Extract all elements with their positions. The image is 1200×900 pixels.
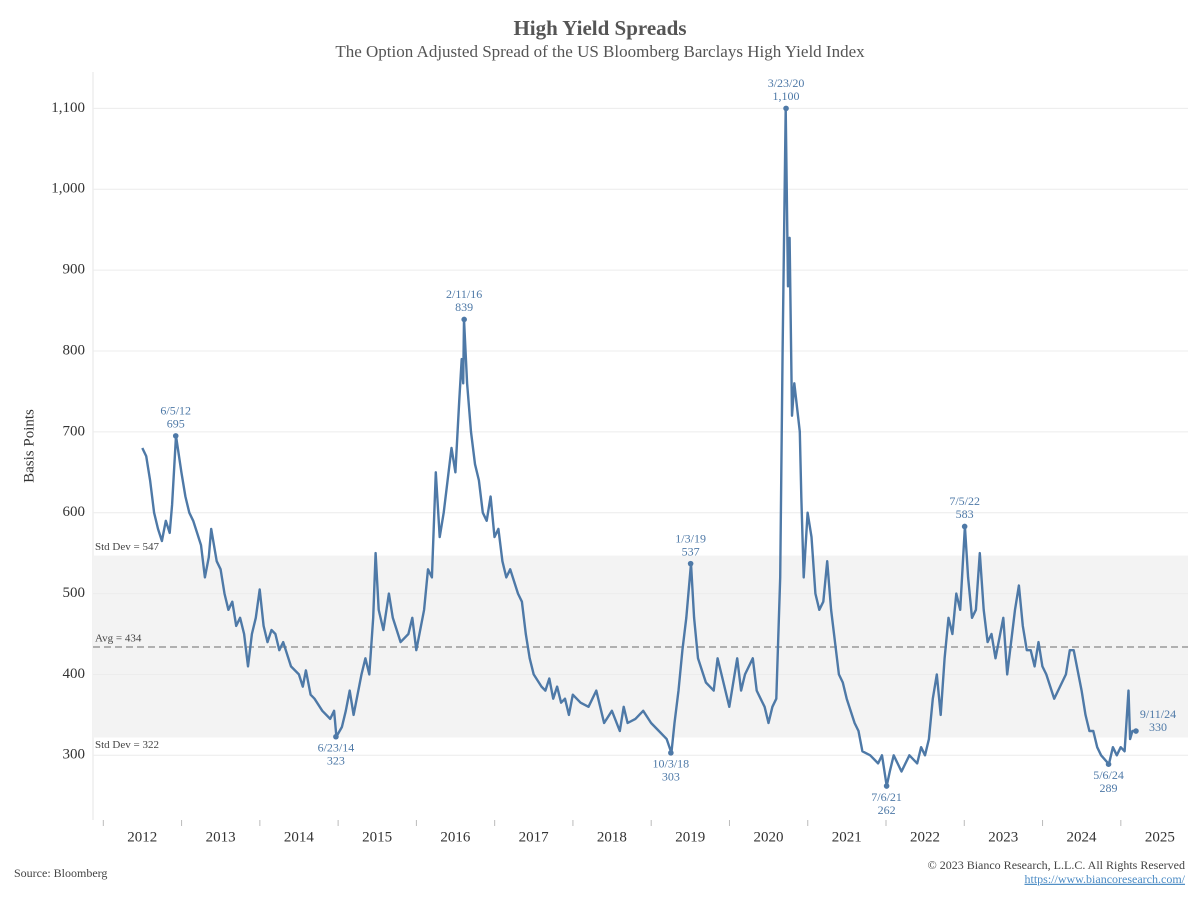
annotation-dot	[461, 316, 467, 323]
reference-label: Std Dev = 322	[95, 739, 159, 751]
x-tick-label: 2025	[1145, 829, 1175, 845]
annotation-value: 323	[327, 753, 345, 767]
y-axis-label: Basis Points	[21, 409, 37, 483]
annotation-dot	[333, 733, 339, 740]
annotation-date: 5/6/24	[1093, 768, 1124, 782]
source: Source: Bloomberg	[14, 866, 107, 880]
y-tick-label: 800	[63, 342, 86, 358]
x-tick-label: 2022	[910, 829, 940, 845]
annotation-date: 7/5/22	[949, 494, 980, 508]
annotation-date: 3/23/20	[768, 76, 805, 90]
website-link[interactable]: https://www.biancoresearch.com/	[1024, 872, 1185, 886]
x-tick-label: 2019	[675, 829, 705, 845]
annotation-value: 262	[878, 803, 896, 817]
annotation-dot	[172, 433, 179, 439]
x-tick-label: 2013	[206, 829, 236, 845]
y-tick-label: 700	[63, 423, 86, 439]
x-tick-label: 2024	[1067, 829, 1098, 845]
annotation-value: 289	[1100, 781, 1118, 795]
copyright: © 2023 Bianco Research, L.L.C. All Right…	[928, 858, 1185, 872]
annotation-value: 303	[662, 770, 680, 784]
annotation-dot	[883, 783, 890, 789]
annotation-date: 6/5/12	[160, 404, 191, 418]
chart-title: High Yield Spreads	[513, 16, 686, 40]
y-tick-label: 600	[63, 504, 86, 520]
chart-subtitle: The Option Adjusted Spread of the US Blo…	[335, 42, 865, 61]
reference-label: Std Dev = 547	[95, 541, 159, 553]
annotation-dot	[1105, 761, 1112, 768]
annotation-value: 1,100	[773, 89, 800, 103]
x-tick-label: 2015	[362, 829, 392, 845]
reference-label: Avg = 434	[95, 632, 142, 644]
annotation-dot	[1133, 728, 1139, 734]
y-tick-label: 300	[63, 747, 86, 763]
y-tick-label: 500	[63, 585, 86, 601]
x-tick-label: 2021	[832, 829, 862, 845]
annotation-value: 839	[455, 300, 473, 314]
annotation-dot	[961, 523, 968, 530]
annotation-date: 9/11/24	[1140, 707, 1176, 721]
annotation-dot	[687, 560, 694, 567]
x-tick-label: 2016	[440, 829, 471, 845]
annotation-date: 1/3/19	[675, 531, 706, 545]
annotation-dot	[668, 750, 674, 756]
x-tick-label: 2012	[127, 829, 157, 845]
spread-line	[141, 107, 1137, 788]
annotation-date: 10/3/18	[653, 757, 690, 771]
annotation-date: 2/11/16	[446, 287, 482, 301]
y-tick-label: 1,000	[51, 181, 85, 197]
annotation-value: 330	[1149, 720, 1167, 734]
annotation-date: 6/23/14	[318, 740, 355, 754]
x-tick-label: 2017	[519, 829, 550, 845]
x-tick-label: 2018	[597, 829, 627, 845]
y-tick-label: 900	[63, 262, 86, 278]
annotation-value: 695	[167, 417, 185, 431]
annotation-value: 537	[682, 544, 700, 558]
annotation-value: 583	[956, 507, 974, 521]
y-tick-label: 400	[63, 666, 86, 682]
x-tick-label: 2014	[284, 829, 315, 845]
x-tick-label: 2023	[988, 829, 1018, 845]
annotation-date: 7/6/21	[871, 790, 902, 804]
background-layer	[93, 107, 1188, 756]
x-tick-label: 2020	[753, 829, 783, 845]
y-tick-label: 1,100	[51, 100, 85, 116]
annotation-dot	[783, 105, 789, 112]
